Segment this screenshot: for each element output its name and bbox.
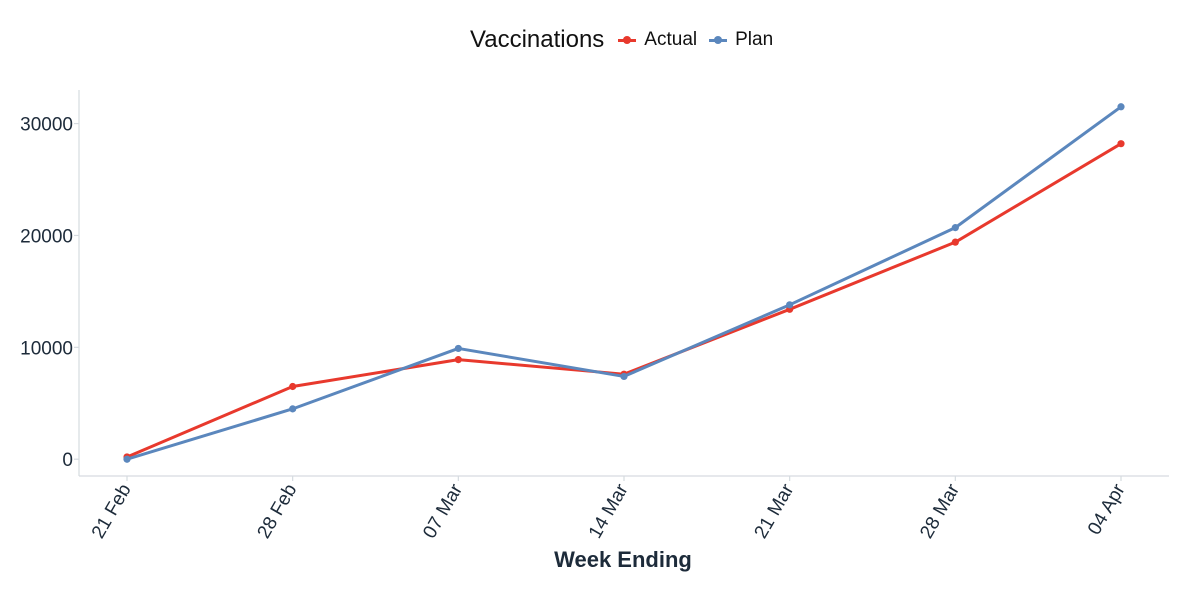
x-tick-label: 04 Apr: [1084, 480, 1130, 539]
series-actual: [123, 140, 1125, 461]
legend-item-plan: Plan: [707, 29, 773, 51]
data-point-plan: [289, 405, 297, 413]
x-tick-label: 28 Mar: [916, 480, 964, 542]
data-point-plan: [123, 455, 131, 463]
legend-key-actual: [616, 33, 638, 47]
data-point-plan: [1117, 103, 1125, 111]
x-tick-label: 07 Mar: [419, 480, 467, 542]
x-tick-label: 28 Feb: [254, 481, 302, 543]
data-point-plan: [951, 224, 959, 232]
data-point-actual: [1117, 140, 1125, 148]
x-tick-label: 21 Feb: [88, 481, 136, 543]
legend-title: Vaccinations: [470, 26, 605, 53]
x-axis-title: Week Ending: [554, 547, 692, 572]
y-tick-label: 0: [62, 450, 73, 471]
data-point-plan: [454, 344, 462, 353]
y-tick-label: 10000: [20, 338, 73, 359]
legend-key-plan: [707, 33, 729, 47]
series-layer: [123, 103, 1125, 463]
x-axis-ticks: 21 Feb 28 Feb 07 Mar 14 Mar 21 Mar 28 Mar 04 A…: [88, 476, 1130, 542]
x-tick-label: 21 Mar: [751, 480, 799, 542]
axes: [78, 90, 1169, 477]
y-tick-label: 20000: [20, 226, 73, 247]
legend: Vaccinations Actual Plan: [470, 26, 783, 54]
legend-label-actual: Actual: [644, 29, 698, 50]
data-point-plan: [620, 372, 628, 381]
legend-item-actual: Actual: [616, 29, 697, 51]
y-tick-label: 30000: [20, 115, 73, 136]
series-line-actual: [125, 142, 1123, 459]
data-point-actual: [289, 382, 297, 391]
legend-label-plan: Plan: [735, 29, 774, 50]
data-point-actual: [951, 238, 959, 246]
data-point-plan: [786, 301, 794, 309]
x-tick-label: 14 Mar: [585, 480, 633, 542]
series-line-plan: [125, 105, 1123, 461]
series-plan: [123, 103, 1125, 463]
data-point-actual: [454, 356, 462, 364]
y-axis-ticks: 0 10000 20000 30000: [20, 115, 79, 471]
